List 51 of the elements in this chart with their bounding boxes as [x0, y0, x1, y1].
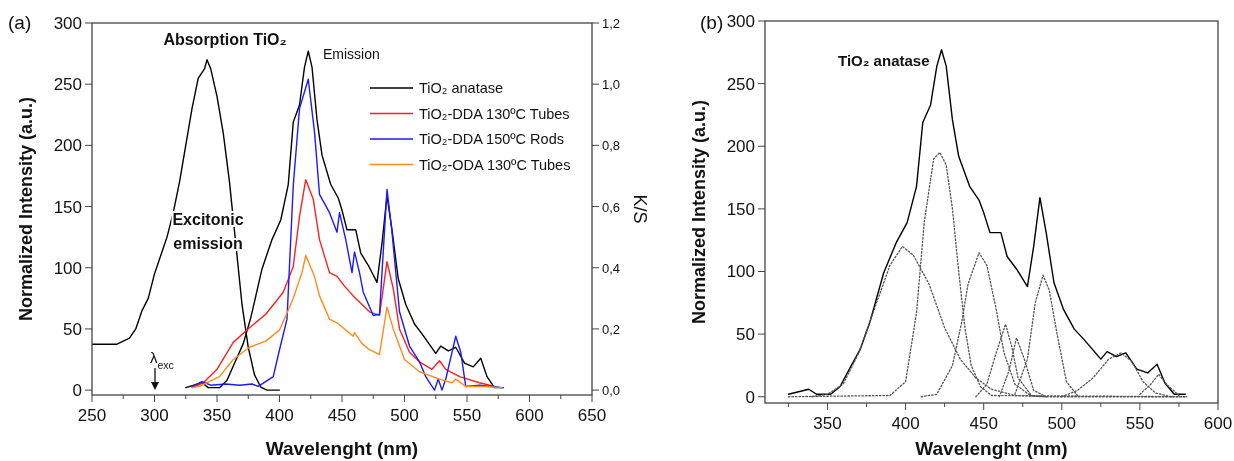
- x-tick-label: 500: [1047, 414, 1076, 433]
- x-tick-label: 450: [969, 414, 998, 433]
- x-tick-label: 600: [1203, 414, 1233, 433]
- y-tick-label: 200: [53, 136, 82, 156]
- y-tick-label: 0: [72, 381, 82, 401]
- x-axis-title: Wavelenght (nm): [915, 438, 1068, 459]
- x-tick-label: 350: [202, 406, 232, 425]
- legend-label: TiO₂-DDA 150ºC Rods: [419, 131, 564, 147]
- x-tick-label: 450: [327, 406, 357, 425]
- annotation: Absorption TiO₂: [163, 31, 287, 48]
- y-tick-label: 300: [53, 14, 82, 33]
- x-tick-label: 250: [77, 406, 107, 425]
- text: (b): [700, 12, 724, 33]
- legend-label: TiO₂-DDA 130ºC Tubes: [419, 105, 570, 122]
- x-tick-label: 500: [390, 406, 419, 425]
- x-tick-label: 550: [1125, 414, 1155, 433]
- series-label: TiO₂ anatase: [838, 51, 930, 69]
- x-tick-label: 350: [813, 414, 842, 433]
- annotation: λ$_{exc}$: [150, 349, 174, 371]
- text: (a): [8, 12, 32, 33]
- y-tick-label: 250: [53, 75, 82, 95]
- x-tick-label: 600: [515, 406, 544, 425]
- x-tick-label: 550: [452, 406, 482, 425]
- y-tick-label: 100: [53, 258, 82, 278]
- x-axis-title: Wavelenght (nm): [265, 438, 419, 459]
- y2-tick-label: 0,8: [602, 138, 621, 154]
- annotation: Emission: [323, 46, 380, 62]
- y-tick-label: 250: [726, 74, 755, 94]
- legend-label: TiO₂ anatase: [419, 80, 504, 96]
- y-tick-label: 150: [53, 197, 82, 217]
- y-tick-label: 50: [736, 325, 755, 345]
- y-tick-label: 200: [726, 137, 755, 157]
- y2-tick-label: 0,0: [602, 383, 621, 399]
- x-tick-label: 400: [891, 414, 920, 433]
- x-tick-label: 400: [265, 406, 294, 425]
- y2-tick-label: 0,2: [602, 321, 621, 337]
- y-tick-label: 0: [745, 387, 755, 407]
- y-tick-label: 150: [726, 199, 755, 219]
- y-tick-label: 50: [63, 319, 82, 339]
- y-tick-label: 300: [726, 12, 755, 31]
- y2-tick-label: 0,6: [602, 199, 621, 215]
- y-axis-title: Normalized Intensity (a.u.): [689, 99, 709, 325]
- y-tick-label: 100: [726, 262, 755, 282]
- x-tick-label: 650: [577, 406, 607, 425]
- x-tick-label: 300: [140, 406, 169, 425]
- y2-tick-label: 1,0: [602, 77, 621, 93]
- y2-tick-label: 0,4: [602, 260, 621, 276]
- y2-tick-label: 1,2: [602, 16, 621, 31]
- y2-axis-title: K/S: [630, 194, 650, 224]
- legend-label: TiO₂-ODA 130ºC Tubes: [419, 156, 571, 173]
- y-axis-title: Normalized Intensity (a.u.): [16, 96, 36, 322]
